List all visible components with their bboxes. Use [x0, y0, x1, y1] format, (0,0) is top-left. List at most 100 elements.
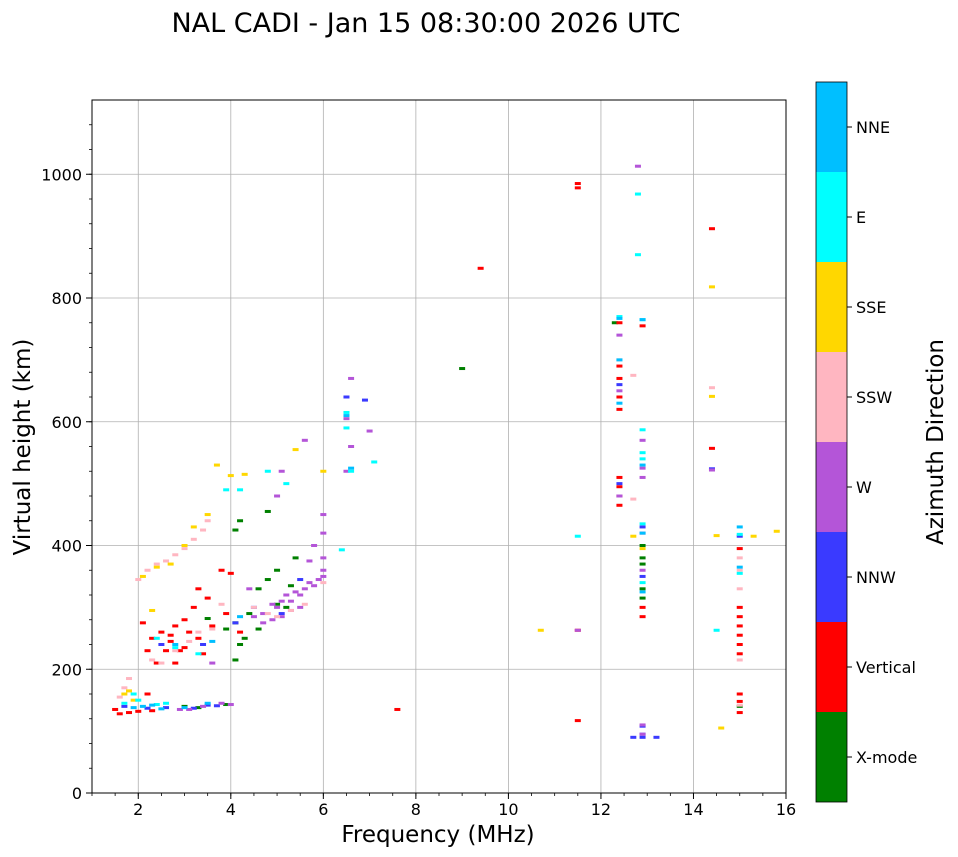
echo-point-e: [736, 532, 743, 536]
echo-point-sse: [241, 472, 248, 476]
colorbar-tick-label: NNE: [856, 118, 890, 137]
echo-point-nne: [639, 318, 646, 322]
echo-point-vertical: [736, 643, 743, 646]
echo-point-nne: [343, 414, 350, 418]
echo-point-x-mode: [195, 706, 202, 710]
echo-point-sse: [213, 463, 220, 467]
echo-point-e: [736, 571, 743, 575]
x-tick-label: 14: [683, 800, 703, 819]
x-tick-label: 8: [411, 800, 421, 819]
colorbar-segment: [816, 532, 847, 622]
echo-point-x-mode: [287, 584, 294, 588]
echo-point-w: [278, 599, 285, 603]
echo-point-x-mode: [223, 627, 230, 631]
echo-point-x-mode: [241, 636, 248, 640]
echo-point-vertical: [736, 711, 743, 715]
echo-point-nnw: [200, 643, 207, 646]
echo-point-ssw: [218, 602, 225, 606]
colorbar-tick-label: SSW: [856, 388, 892, 407]
echo-point-nnw: [343, 395, 350, 399]
x-axis-label: Frequency (MHz): [341, 822, 534, 848]
echo-point-nne: [130, 706, 137, 710]
echo-point-x-mode: [274, 568, 281, 572]
echo-point-sse: [750, 534, 757, 538]
y-tick-label: 800: [51, 289, 82, 308]
echo-point-vertical: [139, 621, 146, 625]
echo-point-w: [292, 590, 299, 594]
echo-point-sse: [630, 534, 637, 538]
echo-point-w: [269, 618, 276, 622]
echo-point-vertical: [172, 624, 179, 628]
echo-point-nnw: [639, 525, 646, 529]
echo-point-vertical: [116, 712, 123, 716]
echo-point-w: [278, 615, 285, 619]
echo-point-nnw: [121, 704, 128, 708]
echo-point-e: [223, 488, 230, 492]
echo-point-vertical: [616, 321, 623, 325]
echo-point-vertical: [153, 661, 160, 665]
colorbar-segment: [816, 712, 847, 802]
y-tick-label: 600: [51, 413, 82, 432]
echo-point-x-mode: [292, 556, 299, 560]
echo-point-ssw: [153, 562, 160, 566]
echo-point-e: [639, 428, 646, 432]
echo-point-w: [616, 333, 623, 337]
echo-point-nne: [172, 643, 179, 646]
colorbar-frame: [815, 81, 848, 803]
grid-lines: [92, 100, 787, 794]
echo-point-vertical: [112, 707, 119, 711]
y-tick-label: 0: [72, 784, 82, 803]
echo-point-nne: [736, 525, 743, 529]
echo-point-vertical: [190, 605, 197, 609]
echo-point-w: [274, 494, 281, 498]
echo-point-w: [639, 568, 646, 572]
echo-point-vertical: [167, 639, 174, 643]
colorbar-segment: [816, 82, 847, 172]
echo-point-ssw: [736, 703, 743, 707]
echo-point-e: [195, 652, 202, 656]
echo-point-w: [311, 544, 318, 547]
x-tick-label: 16: [776, 800, 796, 819]
echo-point-nnw: [190, 706, 197, 710]
colorbar-segment: [816, 262, 847, 352]
echo-point-nnw: [630, 735, 637, 739]
echo-point-sse: [320, 469, 327, 473]
echo-point-nne: [736, 565, 743, 569]
echo-point-w: [297, 593, 304, 597]
data-marks: [112, 164, 780, 739]
echo-point-vertical: [126, 711, 133, 715]
x-tick-label: 12: [591, 800, 611, 819]
echo-point-vertical: [176, 649, 183, 653]
echo-point-sse: [713, 534, 720, 538]
echo-point-ssw: [144, 568, 151, 572]
echo-point-vertical: [149, 709, 156, 713]
colorbar-tick-label: E: [856, 208, 866, 227]
echo-point-nnw: [144, 706, 151, 710]
echo-point-sse: [773, 529, 780, 533]
echo-point-ssw: [287, 608, 294, 612]
echo-point-vertical: [167, 633, 174, 637]
x-tick-label: 4: [226, 800, 236, 819]
echo-point-sse: [639, 547, 646, 551]
echo-point-sse: [708, 285, 715, 289]
echo-point-w: [301, 438, 308, 442]
echo-point-x-mode: [232, 658, 239, 662]
echo-point-ssw: [736, 587, 743, 591]
echo-point-vertical: [708, 446, 715, 450]
echo-point-e: [283, 482, 290, 486]
echo-point-ssw: [121, 686, 128, 690]
echo-point-nne: [181, 706, 188, 710]
echo-point-ssw: [126, 677, 133, 681]
echo-point-w: [301, 587, 308, 591]
echo-point-w: [348, 445, 355, 448]
echo-point-e: [639, 581, 646, 585]
echo-point-w: [227, 703, 234, 707]
echo-point-vertical: [135, 709, 142, 713]
echo-point-ssw: [186, 639, 193, 643]
echo-point-vertical: [218, 568, 225, 572]
echo-point-sse: [130, 698, 137, 702]
echo-point-vertical: [204, 596, 211, 600]
echo-point-vertical: [181, 646, 188, 650]
echo-point-vertical: [616, 503, 623, 507]
echo-point-ssw: [163, 559, 170, 563]
